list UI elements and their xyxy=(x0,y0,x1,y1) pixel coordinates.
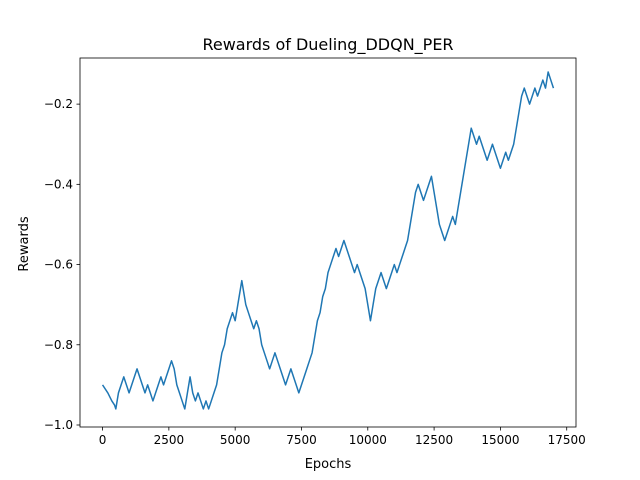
x-tick-label: 15000 xyxy=(481,433,519,447)
x-tick-label: 0 xyxy=(99,433,107,447)
series-line-0 xyxy=(101,71,555,410)
x-tick-label: 17500 xyxy=(548,433,586,447)
y-tick-label: −0.8 xyxy=(44,338,73,352)
x-tick-label: 7500 xyxy=(286,433,317,447)
x-axis-label: Epochs xyxy=(305,457,352,472)
y-tick-label: −1.0 xyxy=(44,418,73,432)
x-tick-label: 10000 xyxy=(349,433,387,447)
x-tick-label: 12500 xyxy=(415,433,453,447)
plot-area: 0 2500 5000 7500 10000 12500 15000 17500 −1.0 −0.… xyxy=(44,57,586,447)
y-axis-label: Rewards xyxy=(17,216,32,271)
x-tick-label: 2500 xyxy=(154,433,185,447)
chart-title: Rewards of Dueling_DDQN_PER xyxy=(202,35,453,55)
x-tick-label: 5000 xyxy=(220,433,251,447)
y-tick-label: −0.6 xyxy=(44,258,73,272)
y-tick-label: −0.2 xyxy=(44,97,73,111)
axes-frame xyxy=(79,57,577,428)
y-tick-label: −0.4 xyxy=(44,177,73,191)
